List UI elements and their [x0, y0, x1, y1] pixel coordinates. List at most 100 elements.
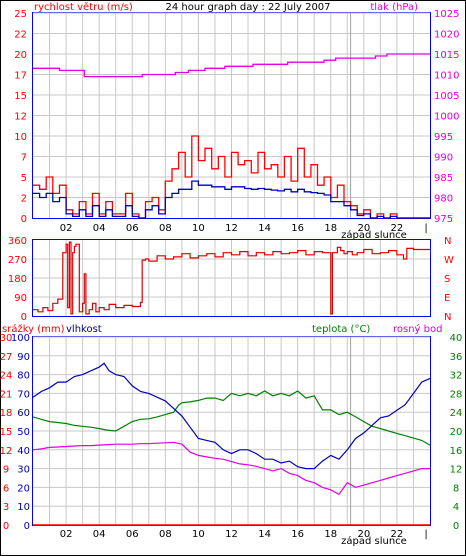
climate-hour-tick-label: 12 [225, 529, 238, 540]
pressure-tick-label: 975 [434, 214, 453, 225]
wind-speed-tick-label: 7 [21, 153, 27, 164]
humidity-tick-label: 50 [17, 427, 30, 438]
wind-hour-tick-label: 16 [291, 223, 304, 234]
temperature-tick-label: 40 [450, 333, 463, 344]
pressure-tick-label: 995 [434, 132, 453, 143]
wind-gust-line [33, 135, 430, 219]
pressure-tick-label: 980 [434, 194, 453, 205]
wind-hour-tick-label: 14 [258, 223, 271, 234]
rain-axis-title: srážky (mm) [2, 323, 65, 335]
temperature-tick-label: 28 [450, 389, 463, 400]
wind-speed-tick-label: 2 [21, 194, 27, 205]
direction-tick-label: 360 [8, 236, 27, 247]
humidity-tick-label: 20 [17, 483, 30, 494]
temperature-tick-label: 36 [450, 352, 463, 363]
wind-hour-tick-label: 18 [324, 223, 337, 234]
climate-hour-tick-label: 22 [391, 529, 404, 540]
wind-hour-tick-label: 22 [391, 223, 404, 234]
climate-hour-tick-end: | [424, 529, 427, 540]
rain-tick-label: 6 [3, 483, 9, 494]
temperature-line [32, 390, 431, 446]
temperature-tick-label: 4 [453, 502, 459, 513]
humidity-tick-label: 10 [17, 502, 30, 513]
pressure-tick-label: 1015 [434, 50, 459, 61]
wind-speed-line [33, 180, 430, 219]
dew-point-line [32, 441, 430, 496]
humidity-tick-label: 70 [17, 389, 30, 400]
rain-tick-label: 21 [0, 389, 12, 400]
compass-label: E [444, 293, 450, 304]
humidity-tick-label: 40 [17, 446, 30, 457]
climate-hour-tick-label: 14 [258, 529, 271, 540]
humidity-tick-label: 80 [17, 371, 30, 382]
climate-hour-tick-label: 08 [159, 529, 172, 540]
temperature-tick-label: 16 [450, 446, 463, 457]
wind-speed-tick-label: 25 [14, 9, 27, 20]
pressure-tick-label: 1005 [434, 91, 459, 102]
climate-hour-tick-label: 10 [192, 529, 205, 540]
humidity-tick-label: 100 [11, 333, 30, 344]
wind-hour-tick-label: 02 [60, 223, 73, 234]
climate-hour-tick-label: 02 [60, 529, 73, 540]
temperature-tick-label: 20 [450, 427, 463, 438]
direction-tick-label: 90 [14, 293, 27, 304]
pressure-tick-label: 1000 [434, 112, 459, 123]
humidity-line [32, 362, 431, 470]
climate-hour-tick-label: 04 [93, 529, 106, 540]
pressure-tick-label: 985 [434, 173, 453, 184]
pressure-axis-title: tlak (hPa) [370, 2, 418, 13]
temperature-tick-label: 12 [450, 465, 463, 476]
direction-tick-label: 270 [8, 255, 27, 266]
climate-hour-tick-label: 20 [357, 529, 370, 540]
wind-hour-tick-label: 10 [192, 223, 205, 234]
wind-hour-tick-label: 06 [126, 223, 139, 234]
sunset-label-wind: západ slunce [341, 229, 407, 241]
compass-label: S [444, 274, 450, 285]
temperature-tick-label: 0 [453, 521, 459, 532]
humidity-tick-label: 90 [17, 352, 30, 363]
wind-hour-tick-label: 20 [357, 223, 370, 234]
wind-hour-tick-label: 08 [159, 223, 172, 234]
tick-labels: 0257101215172022259759809859909951000100… [0, 9, 462, 540]
wind-speed-tick-label: 12 [14, 112, 27, 123]
wind-direction-line [33, 241, 430, 315]
pressure-tick-label: 990 [434, 153, 453, 164]
wind-speed-tick-label: 22 [14, 30, 27, 41]
humidity-tick-label: 0 [24, 521, 30, 532]
wind-speed-tick-label: 10 [14, 132, 27, 143]
temperature-tick-label: 8 [453, 483, 459, 494]
chart-title: 24 hour graph day : 22 July 2007 [165, 2, 330, 13]
humidity-tick-label: 60 [17, 408, 30, 419]
wind-speed-tick-label: 0 [21, 214, 27, 225]
pressure-tick-label: 1020 [434, 30, 459, 41]
wind-speed-tick-label: 15 [14, 91, 27, 102]
dew-point-axis-title: rosný bod [393, 323, 442, 335]
rain-tick-label: 15 [0, 427, 12, 438]
wind-hour-tick-label: 12 [225, 223, 238, 234]
climate-hour-tick-label: 06 [126, 529, 139, 540]
pressure-line [33, 53, 430, 78]
wind-speed-tick-label: 5 [21, 173, 27, 184]
compass-label: N [444, 236, 451, 247]
rain-tick-label: 27 [0, 352, 12, 363]
climate-hour-tick-label: 18 [324, 529, 337, 540]
humidity-tick-label: 30 [17, 465, 30, 476]
sunset-label-climate: západ slunce [341, 535, 407, 547]
humidity-axis-title: vlhkost [66, 324, 102, 335]
compass-label: W [444, 255, 454, 266]
direction-tick-label: 0 [21, 312, 27, 323]
data-series [32, 53, 431, 526]
rain-tick-label: 3 [3, 502, 9, 513]
rain-tick-label: 0 [3, 521, 9, 532]
pressure-tick-label: 1025 [434, 9, 459, 20]
wind-speed-tick-label: 17 [14, 71, 27, 82]
temperature-tick-label: 32 [450, 371, 463, 382]
wind-hour-tick-end: | [424, 223, 427, 234]
rain-tick-label: 24 [0, 371, 12, 382]
climate-hour-tick-label: 16 [291, 529, 304, 540]
temperature-tick-label: 24 [450, 408, 463, 419]
wind-speed-axis-title: rychlost větru (m/s) [34, 1, 133, 13]
pressure-tick-label: 1010 [434, 71, 459, 82]
rain-tick-label: 30 [0, 333, 12, 344]
